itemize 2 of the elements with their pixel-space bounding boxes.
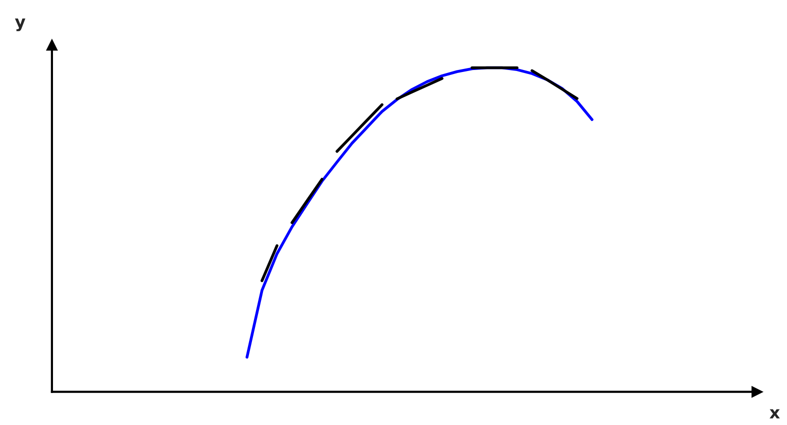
x-axis-title: x (770, 409, 780, 418)
y-axis-title: y (14, 18, 26, 32)
